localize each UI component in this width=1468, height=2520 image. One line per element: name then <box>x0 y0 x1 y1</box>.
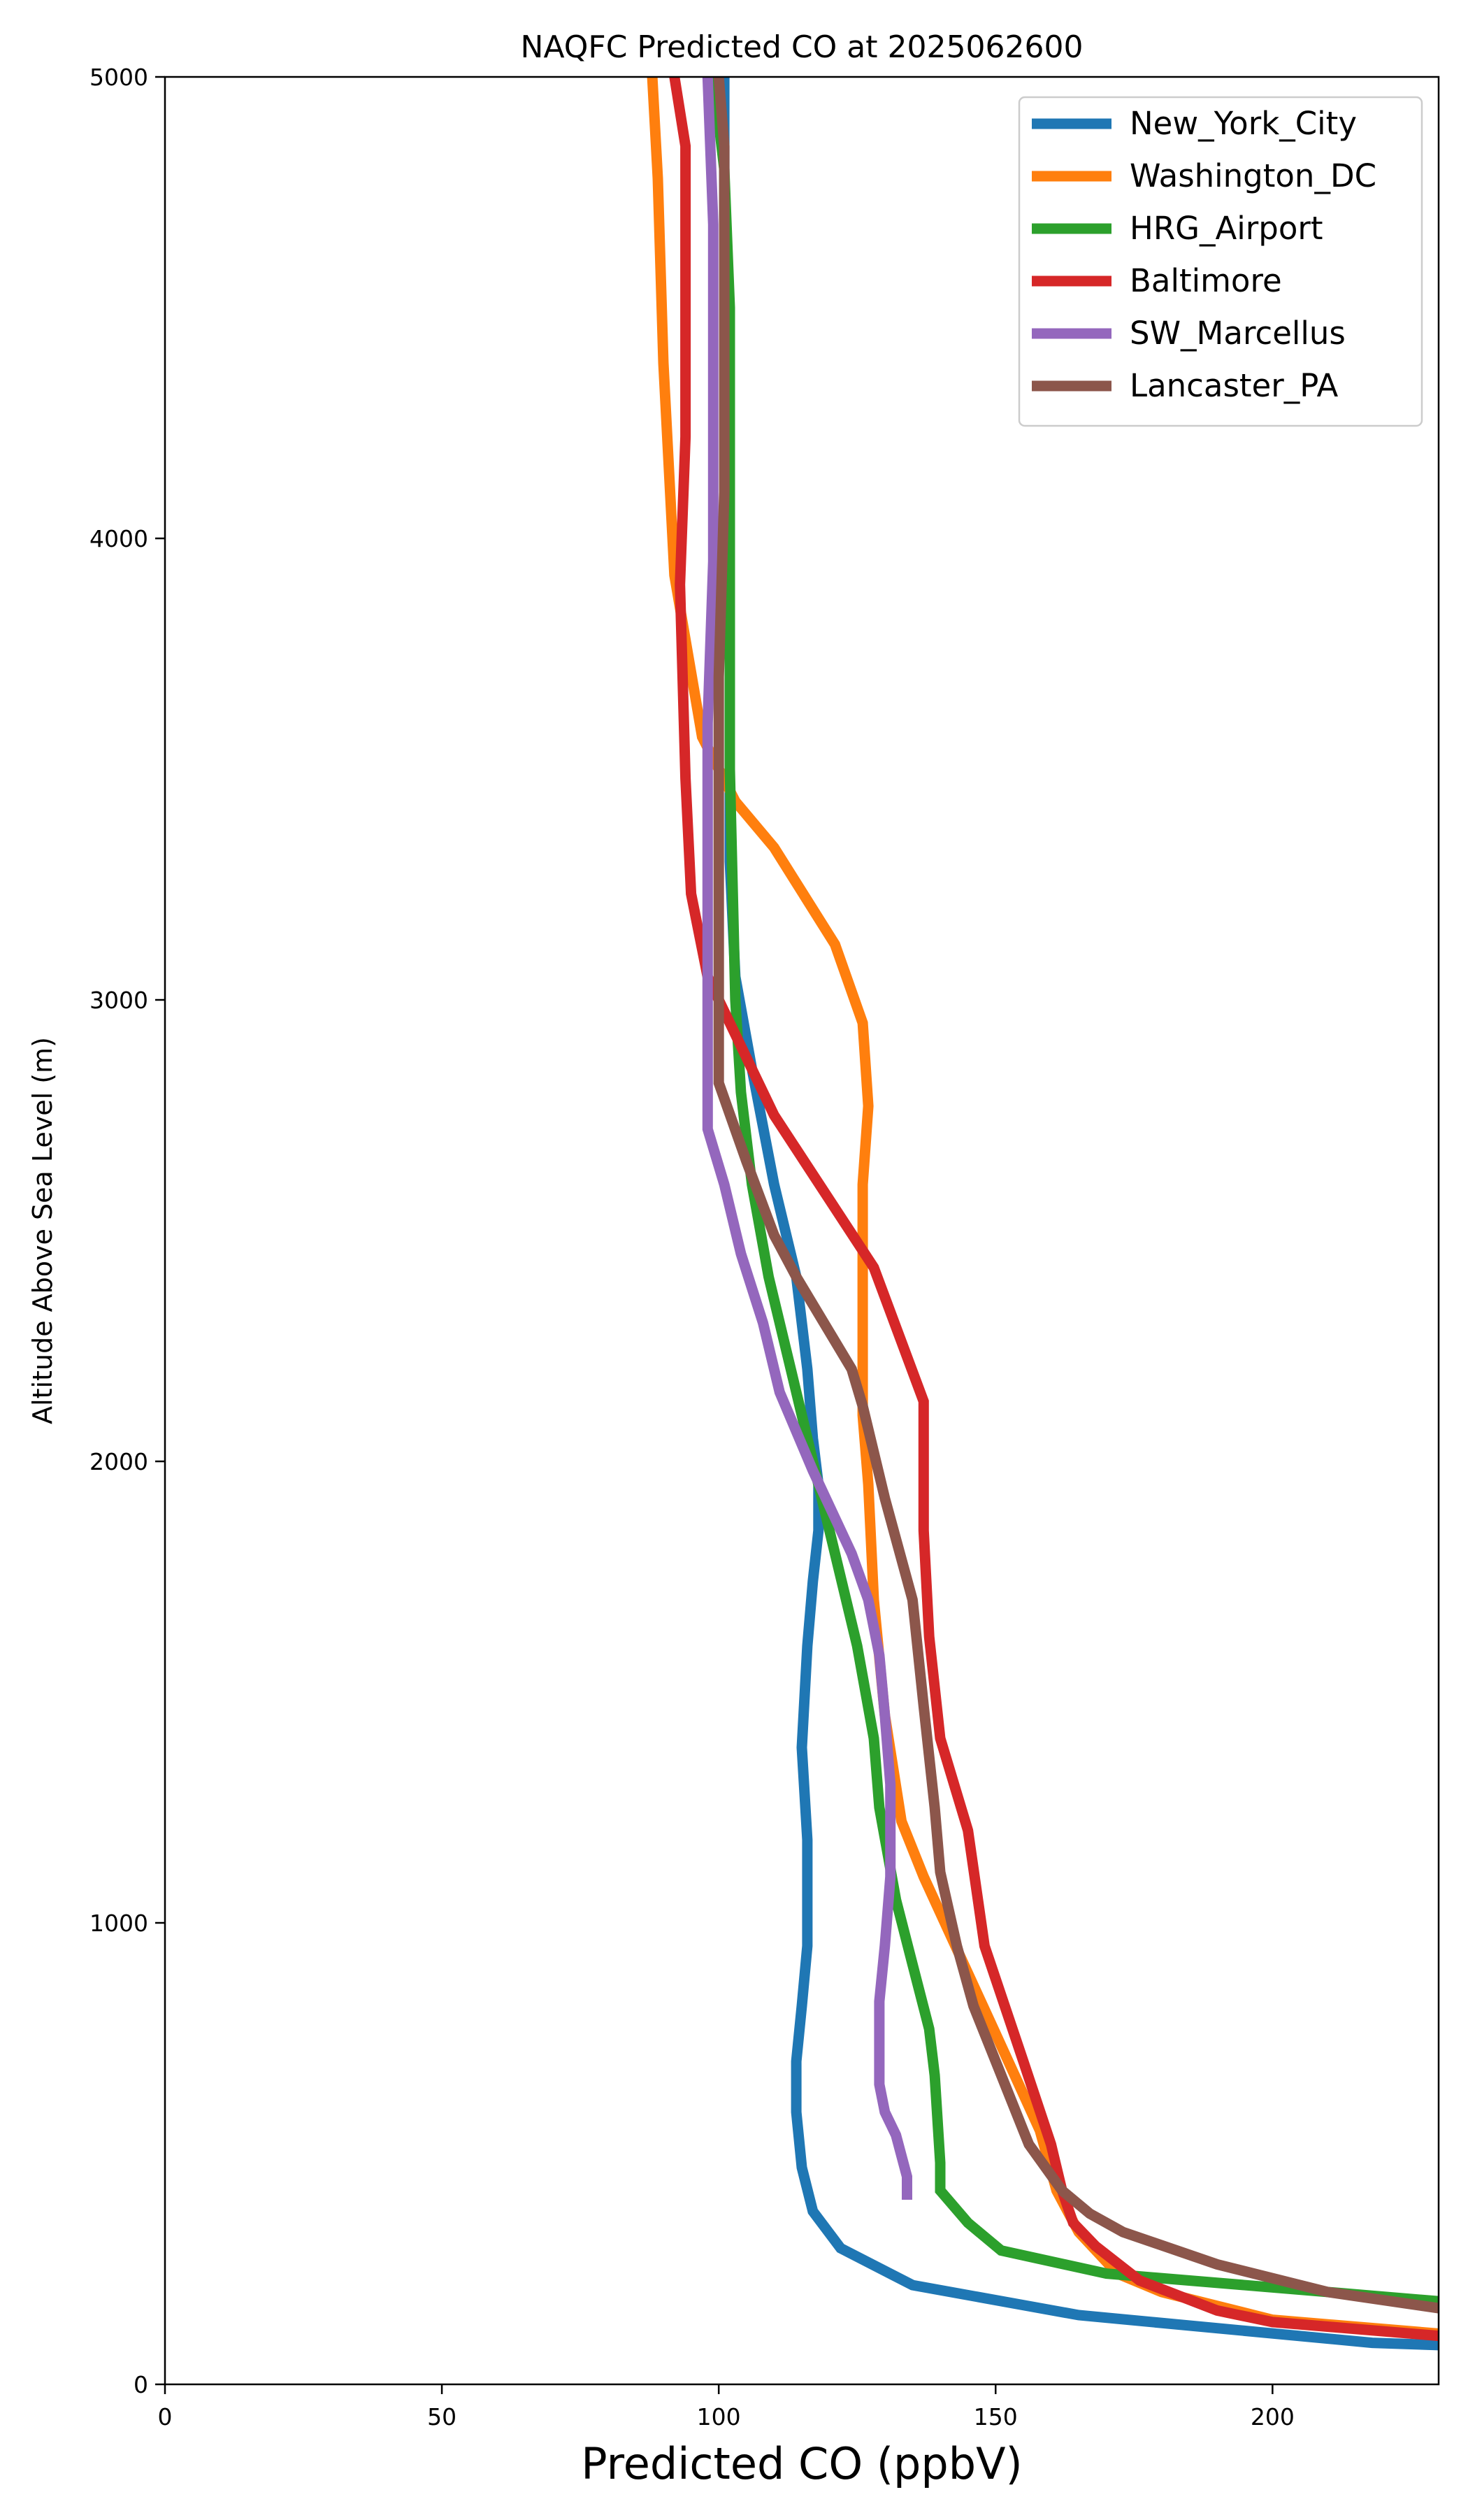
series-layer <box>647 77 1439 2351</box>
y-axis-label: Altitude Above Sea Level (m) <box>27 1037 58 1424</box>
x-tick-label: 50 <box>427 2403 456 2430</box>
plot-frame <box>164 76 1440 2386</box>
y-axis: 0 1000 2000 3000 4000 5000 <box>89 64 165 2398</box>
y-tick-label: 1000 <box>89 1910 148 1937</box>
legend-label: HRG_Airport <box>1130 210 1323 247</box>
series-line-baltimore <box>669 77 1439 2342</box>
y-tick-label: 2000 <box>89 1448 148 1475</box>
series-line-hrg-airport <box>707 77 1439 2307</box>
series-line-sw-marcellus <box>702 77 912 2200</box>
legend: New_York_City Washington_DC HRG_Airport Bal… <box>1018 96 1423 427</box>
y-tick-label: 5000 <box>89 64 148 91</box>
legend-label: New_York_City <box>1130 105 1357 142</box>
x-axis-label: Predicted CO (ppbV) <box>581 2438 1022 2489</box>
x-tick-label: 0 <box>158 2403 173 2430</box>
x-axis: 0 50 100 150 200 <box>158 2384 1295 2430</box>
legend-label: Washington_DC <box>1130 157 1376 194</box>
y-tick-label: 4000 <box>89 525 148 552</box>
x-tick-label: 100 <box>697 2403 741 2430</box>
plot-area: 0 50 100 150 200 0 1000 2000 3000 4000 5000 <box>89 64 1440 2430</box>
x-tick-label: 200 <box>1251 2403 1295 2430</box>
chart-title: NAQFC Predicted CO at 2025062600 <box>521 29 1084 65</box>
y-tick-label: 3000 <box>89 987 148 1014</box>
legend-label: Baltimore <box>1130 262 1282 299</box>
legend-label: SW_Marcellus <box>1130 315 1346 352</box>
y-tick-label: 0 <box>134 2371 148 2398</box>
series-line-lancaster-pa <box>713 77 1439 2314</box>
x-tick-label: 150 <box>974 2403 1018 2430</box>
legend-box <box>1018 96 1423 427</box>
legend-label: Lancaster_PA <box>1130 367 1339 404</box>
